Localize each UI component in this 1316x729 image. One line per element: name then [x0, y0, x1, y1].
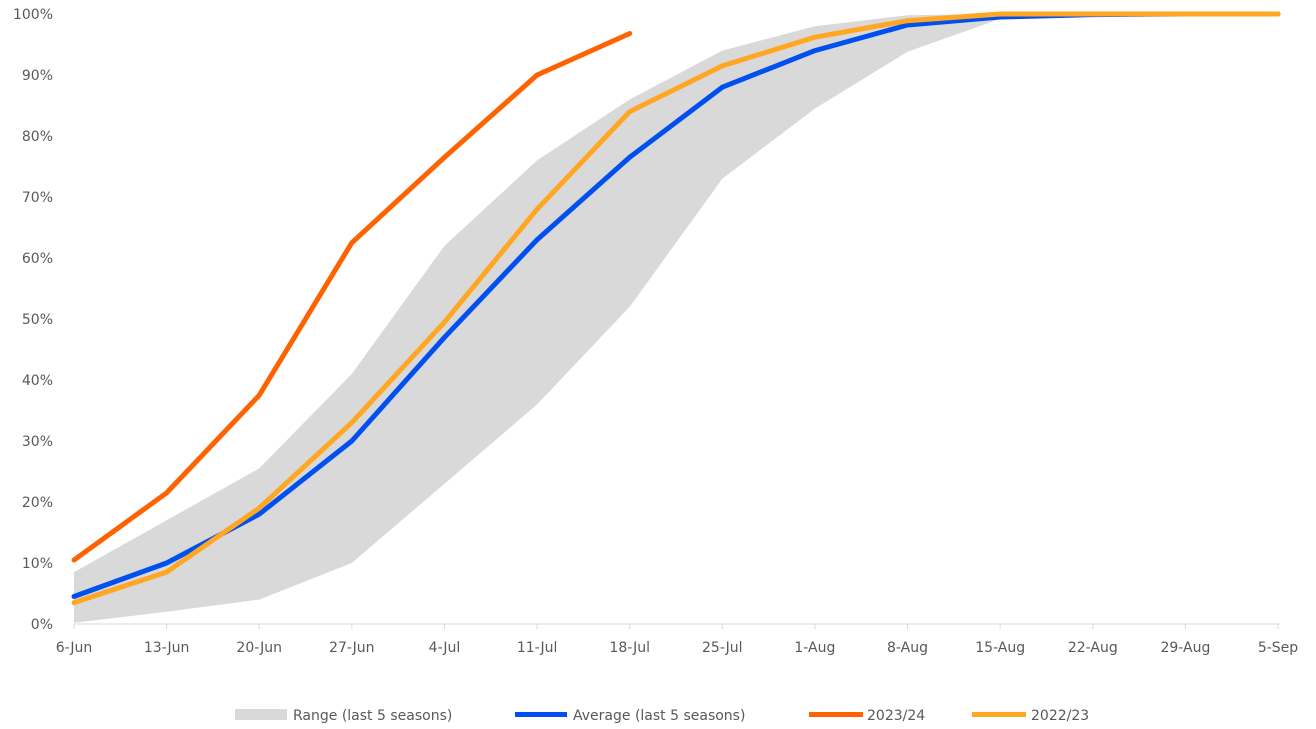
- x-tick-label: 1-Aug: [794, 640, 835, 656]
- x-tick-label: 5-Sep: [1258, 640, 1298, 656]
- x-tick-label: 27-Jun: [329, 640, 375, 656]
- y-tick-label: 40%: [22, 373, 53, 389]
- y-tick-label: 70%: [22, 190, 53, 206]
- legend-item-range: Range (last 5 seasons): [235, 708, 452, 724]
- x-tick-label: 6-Jun: [56, 640, 93, 656]
- x-tick-labels: 6-Jun 13-Jun 20-Jun 27-Jun 4-Jul 11-Jul 18-Jul…: [56, 640, 1299, 656]
- x-tick-label: 25-Jul: [702, 640, 743, 656]
- legend-label-2022-23: 2022/23: [1031, 708, 1089, 724]
- x-tick-label: 22-Aug: [1068, 640, 1118, 656]
- range-area: [74, 14, 1278, 623]
- x-tick-label: 29-Aug: [1160, 640, 1210, 656]
- axes-layer: [73, 623, 1280, 629]
- y-tick-label: 60%: [22, 251, 53, 267]
- legend-swatch-range: [235, 709, 287, 720]
- x-tick-label: 8-Aug: [887, 640, 928, 656]
- y-tick-labels: 0% 10% 20% 30% 40% 50% 60% 70% 80% 90% 100%: [13, 7, 53, 633]
- x-tick-label: 4-Jul: [429, 640, 461, 656]
- legend: Range (last 5 seasons) Average (last 5 s…: [235, 708, 1089, 724]
- x-tick-label: 11-Jul: [517, 640, 558, 656]
- y-tick-label: 50%: [22, 312, 53, 328]
- legend-item-average: Average (last 5 seasons): [515, 708, 745, 724]
- y-tick-label: 90%: [22, 68, 53, 84]
- y-tick-label: 10%: [22, 556, 53, 572]
- legend-item-2023-24: 2023/24: [809, 708, 925, 724]
- x-tick-label: 18-Jul: [609, 640, 650, 656]
- x-tick-label: 15-Aug: [975, 640, 1025, 656]
- series-layer: [71, 11, 1281, 606]
- series-line-2022-23: [71, 11, 1281, 606]
- series-line-2023-24: [71, 31, 633, 563]
- x-tick-label: 13-Jun: [144, 640, 190, 656]
- y-tick-label: 20%: [22, 495, 53, 511]
- y-tick-label: 80%: [22, 129, 53, 145]
- legend-label-range: Range (last 5 seasons): [293, 708, 452, 724]
- x-tick-label: 20-Jun: [236, 640, 282, 656]
- legend-item-2022-23: 2022/23: [972, 708, 1089, 724]
- range-area-layer: [74, 14, 1278, 623]
- y-tick-label: 30%: [22, 434, 53, 450]
- y-tick-label: 100%: [13, 7, 53, 23]
- legend-label-average: Average (last 5 seasons): [573, 708, 745, 724]
- y-tick-label: 0%: [31, 617, 53, 633]
- legend-label-2023-24: 2023/24: [867, 708, 925, 724]
